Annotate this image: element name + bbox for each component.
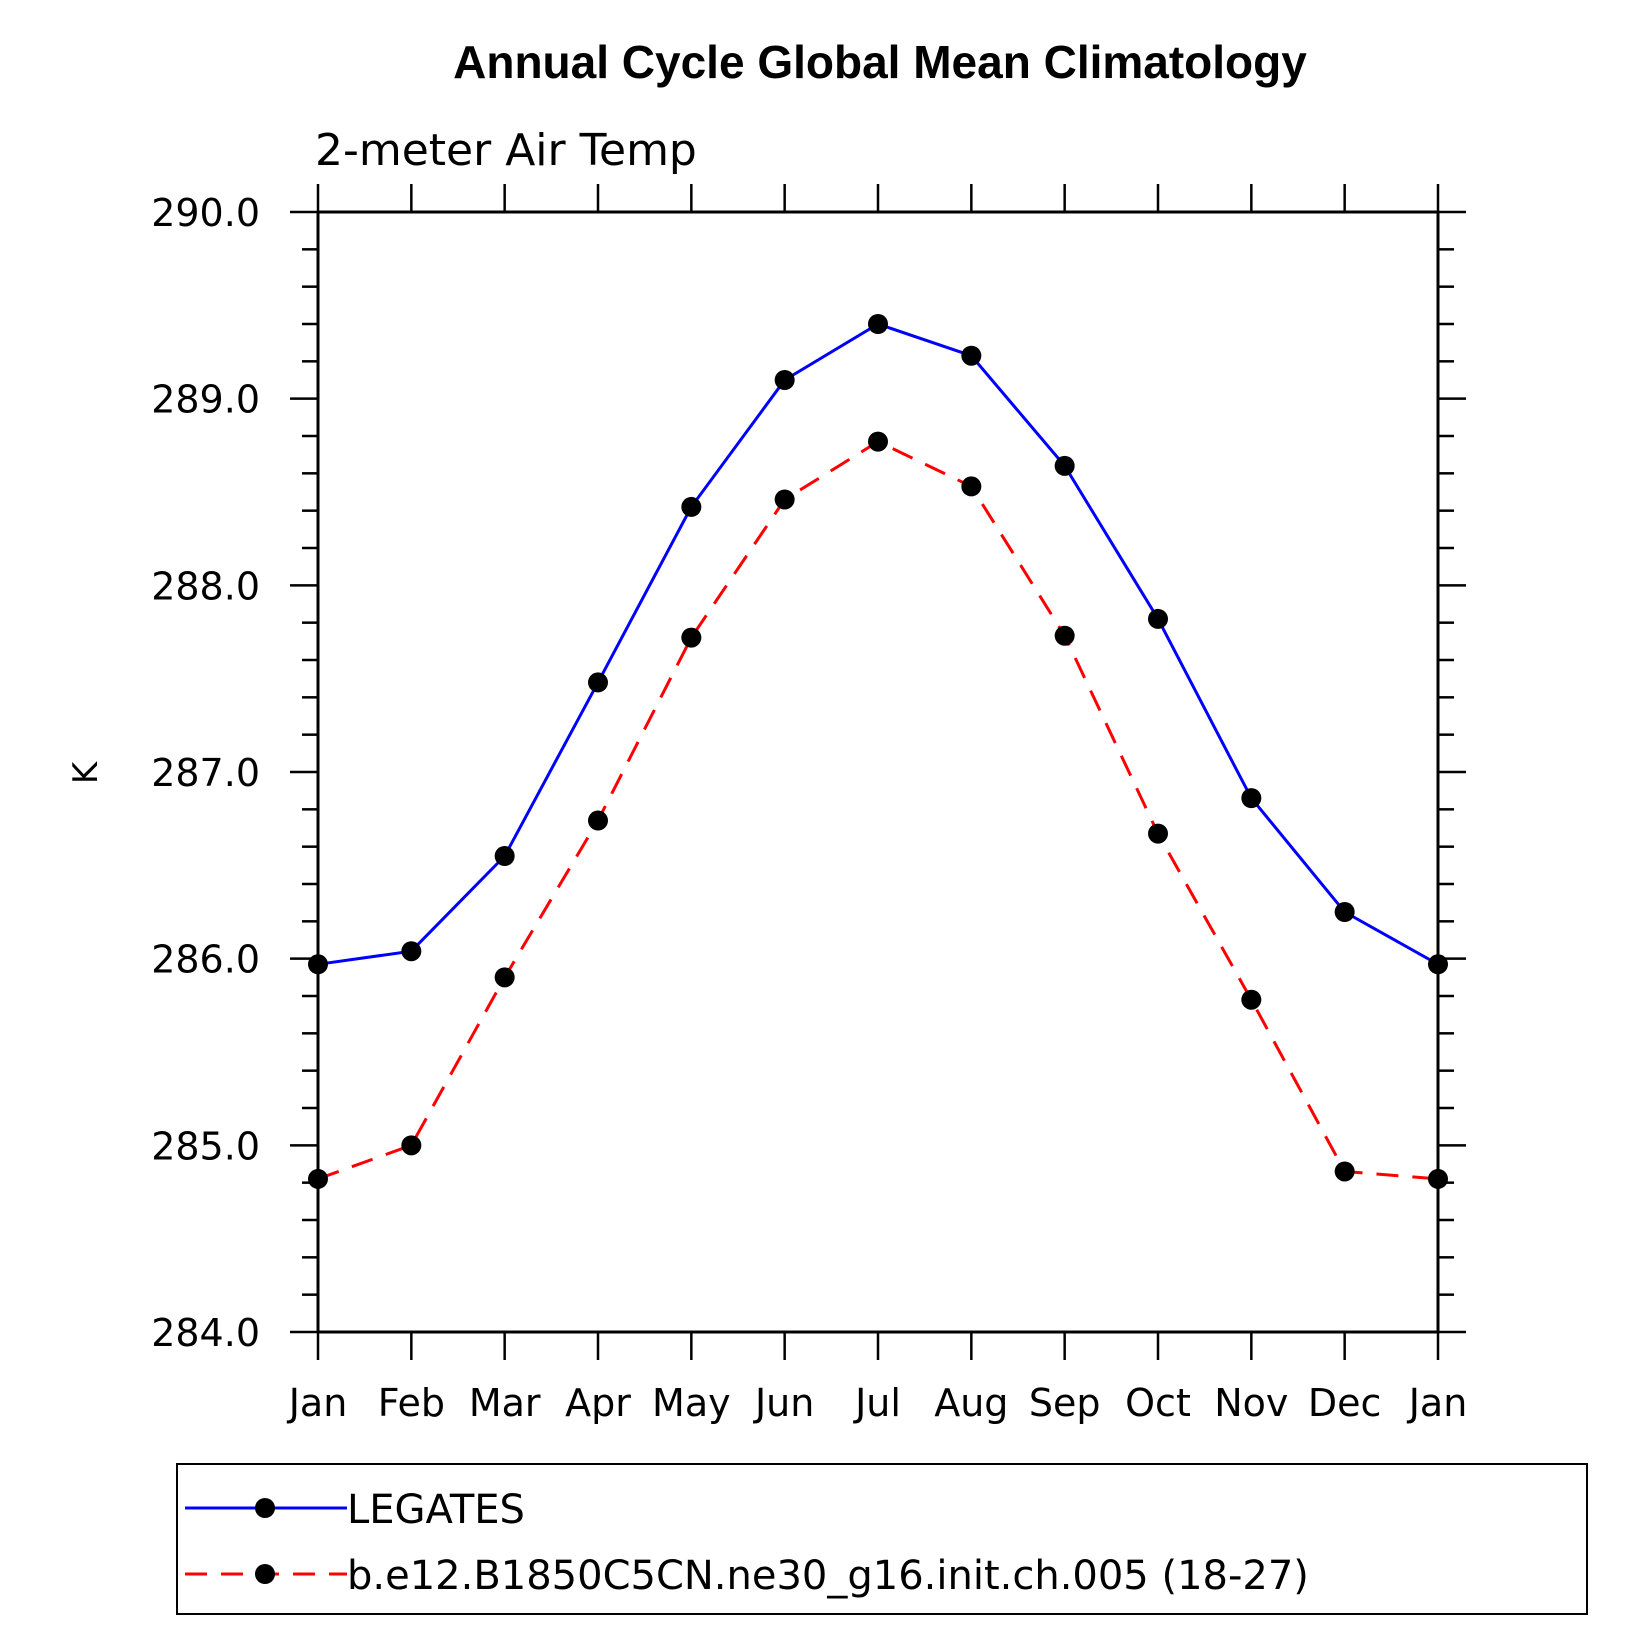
y-tick-label: 288.0 bbox=[151, 564, 260, 608]
x-tick-label: Jan bbox=[287, 1381, 348, 1425]
legend-label-2: b.e12.B1850C5CN.ne30_g16.init.ch.005 (18… bbox=[347, 1553, 1309, 1599]
series-2-point bbox=[308, 1168, 328, 1189]
x-tick-label: May bbox=[652, 1381, 731, 1425]
x-tick-label: Sep bbox=[1029, 1381, 1101, 1425]
series-2-point bbox=[961, 476, 982, 497]
series-1-point bbox=[308, 954, 328, 975]
legend-marker-2 bbox=[255, 1564, 275, 1584]
series-2-point bbox=[774, 489, 795, 510]
series-1-point bbox=[961, 345, 982, 366]
series-2-point bbox=[588, 810, 608, 831]
x-tick-label: Nov bbox=[1214, 1381, 1288, 1425]
series-2-point bbox=[1054, 625, 1075, 646]
series-1-point bbox=[588, 672, 608, 693]
series-2-point bbox=[868, 431, 888, 452]
series-1-point bbox=[1054, 455, 1075, 476]
series-2-point bbox=[1148, 823, 1168, 844]
series-2-point bbox=[1428, 1168, 1448, 1189]
y-tick-label: 289.0 bbox=[151, 378, 260, 422]
x-tick-label: Jul bbox=[853, 1381, 901, 1425]
series-1-point bbox=[1334, 902, 1355, 922]
series-1-point bbox=[1148, 608, 1168, 629]
series-2-point bbox=[681, 627, 702, 648]
series-1-point bbox=[1241, 788, 1262, 809]
legend-marker-1 bbox=[255, 1498, 275, 1518]
y-tick-label: 285.0 bbox=[151, 1124, 260, 1168]
series-1-point bbox=[494, 846, 515, 866]
x-tick-label: Apr bbox=[565, 1381, 631, 1425]
series-1-point bbox=[401, 941, 422, 962]
y-tick-label: 287.0 bbox=[151, 751, 260, 795]
chart-title: Annual Cycle Global Mean Climatology bbox=[453, 36, 1307, 88]
series-line-1 bbox=[317, 322, 1439, 966]
x-tick-label: Dec bbox=[1308, 1381, 1382, 1425]
series-2-point bbox=[1241, 989, 1262, 1010]
chart-subtitle: 2-meter Air Temp bbox=[315, 125, 697, 176]
x-tick-label: Mar bbox=[469, 1381, 541, 1425]
series-2-point bbox=[1334, 1161, 1355, 1182]
series-2-point bbox=[401, 1135, 422, 1156]
series-1-point bbox=[774, 370, 795, 390]
x-tick-label: Aug bbox=[934, 1381, 1008, 1425]
y-tick-label: 290.0 bbox=[151, 191, 260, 235]
series-line-2 bbox=[317, 439, 1439, 1181]
series-1-point bbox=[868, 314, 888, 334]
legend-label-1: LEGATES bbox=[347, 1487, 525, 1533]
series-2-point bbox=[494, 967, 515, 988]
legend-box bbox=[176, 1463, 1588, 1615]
y-tick-label: 286.0 bbox=[151, 938, 260, 982]
y-axis-label: K bbox=[66, 760, 106, 784]
y-tick-label: 284.0 bbox=[151, 1311, 260, 1355]
series-1-point bbox=[681, 496, 702, 517]
x-tick-label: Jan bbox=[1407, 1381, 1468, 1425]
series-1-point bbox=[1428, 954, 1448, 975]
x-tick-label: Feb bbox=[378, 1381, 445, 1425]
x-tick-label: Jun bbox=[753, 1381, 814, 1425]
x-tick-label: Oct bbox=[1125, 1381, 1191, 1425]
plot-frame bbox=[316, 210, 1440, 1334]
